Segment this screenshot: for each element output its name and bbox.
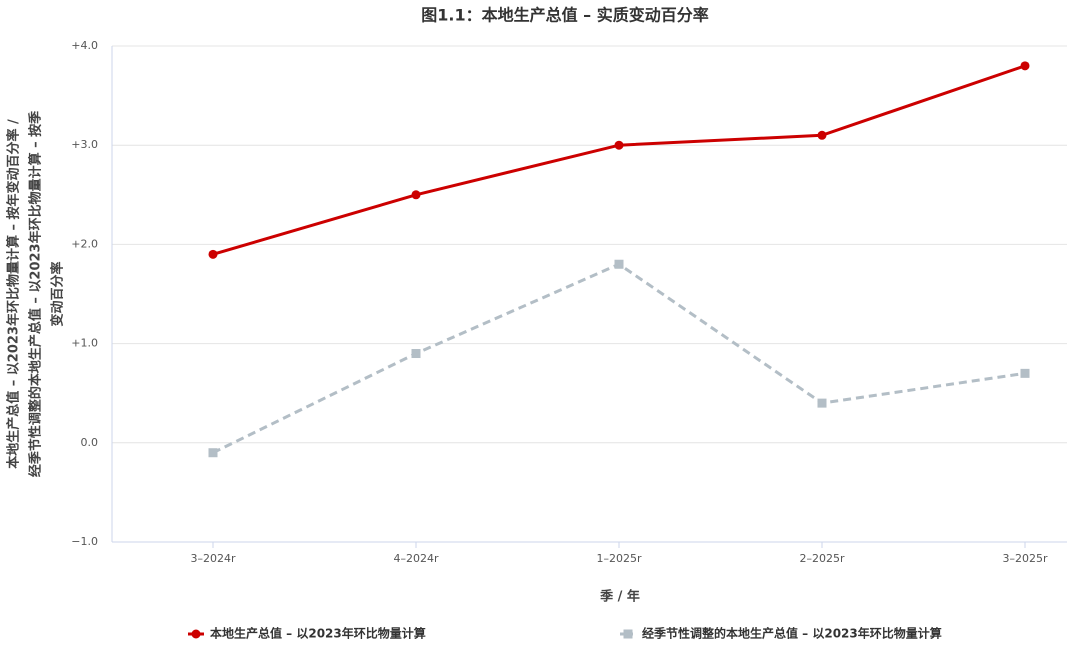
point — [817, 398, 827, 408]
y-tick-label: 0.0 — [81, 436, 99, 449]
point — [208, 249, 218, 259]
y-axis-label-line: 变动百分率 — [50, 261, 66, 326]
x-tick-label: 1–2025r — [596, 552, 641, 565]
legend-marker — [623, 629, 633, 639]
legend-label: 经季节性调整的本地生产总值 – 以2023年环比物量计算 — [642, 626, 942, 641]
x-axis-label: 季 / 年 — [599, 589, 640, 605]
point — [411, 190, 421, 200]
legend-label: 本地生产总值 – 以2023年环比物量计算 — [210, 626, 426, 641]
y-axis-label-line: 经季节性调整的本地生产总值 – 以2023年环比物量计算 – 按季 — [28, 111, 44, 477]
point — [208, 448, 218, 458]
point — [1020, 368, 1030, 378]
y-tick-label: +3.0 — [71, 138, 98, 151]
legend-marker — [191, 629, 201, 639]
point — [614, 259, 624, 269]
x-tick-label: 2–2025r — [799, 552, 844, 565]
x-tick-label: 4–2024r — [393, 552, 438, 565]
point — [817, 130, 827, 140]
series-line — [212, 64, 1026, 256]
x-tick-label: 3–2024r — [190, 552, 235, 565]
series-line — [212, 262, 1026, 455]
point — [614, 140, 624, 150]
point — [1020, 61, 1030, 71]
y-tick-label: +1.0 — [71, 337, 98, 350]
y-tick-label: +2.0 — [71, 237, 98, 250]
x-tick-label: 3–2025r — [1002, 552, 1047, 565]
y-axis-label-line: 本地生产总值 – 以2023年环比物量计算 – 按年变动百分率 / — [6, 119, 22, 469]
y-axis-label: 本地生产总值 – 以2023年环比物量计算 – 按年变动百分率 / 经季节性调整的… — [6, 111, 66, 477]
y-tick-label: +4.0 — [71, 39, 98, 52]
point — [411, 349, 421, 359]
chart-title: 图1.1：本地生产总值 – 实质变动百分率 — [421, 6, 709, 25]
y-tick-label: −1.0 — [71, 535, 98, 548]
